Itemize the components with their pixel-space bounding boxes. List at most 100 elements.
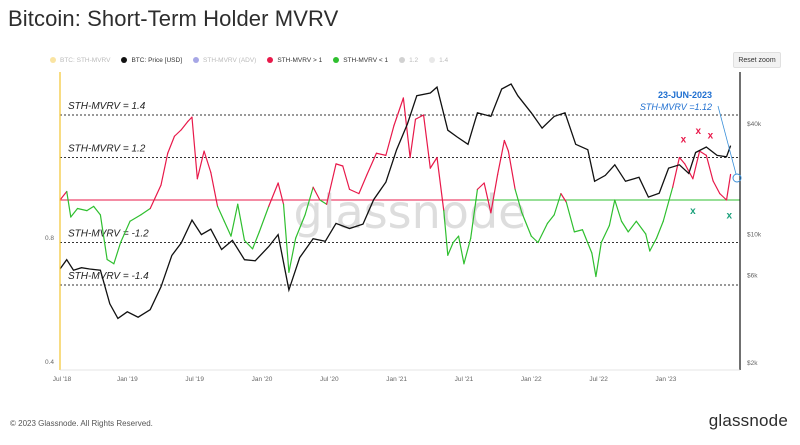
x-tick-label: Jan '20 [252, 376, 273, 383]
footer-logo[interactable]: glassnode [708, 411, 788, 430]
mvrv-segment [326, 163, 337, 205]
mvrv-segment [600, 224, 610, 244]
mvrv-segment [258, 205, 270, 233]
mvrv-segment [358, 173, 368, 195]
mvrv-segment [719, 193, 728, 201]
mvrv-segment [342, 165, 351, 190]
mvrv-segment [429, 156, 438, 169]
mvrv-segment [608, 199, 616, 227]
legend-item[interactable]: BTC: STH-MVRV [50, 57, 110, 64]
annotation-circle [732, 173, 742, 183]
mvrv-segment [282, 203, 290, 273]
mvrv-segment [113, 241, 122, 265]
reference-line-label: STH-MVRV = 1.4 [68, 101, 146, 112]
mvrv-segment [216, 205, 225, 222]
mvrv-segment [160, 152, 169, 186]
mvrv-segment [230, 203, 239, 237]
right-axis-label: $10k [747, 232, 762, 239]
reset-zoom-button[interactable]: Reset zoom [733, 52, 781, 68]
mvrv-segment [149, 184, 162, 210]
mvrv-segment [573, 229, 584, 233]
mvrv-segment [483, 182, 492, 214]
reference-line-label: STH-MVRV = 1.2 [68, 144, 146, 155]
legend-dot-icon [267, 57, 274, 63]
mvrv-segment [678, 156, 686, 165]
legend-item[interactable]: STH-MVRV (ADV) [193, 57, 256, 64]
mvrv-segment [521, 212, 532, 237]
legend-label: STH-MVRV > 1 [277, 56, 323, 64]
mvrv-segment [385, 125, 395, 156]
mvrv-segment [627, 220, 637, 233]
x-tick-label: Jan '22 [521, 376, 542, 383]
mvrv-segment [443, 210, 449, 256]
right-axis-label: $40k [747, 121, 762, 128]
mvrv-segment [490, 173, 499, 214]
legend-dot-icon [121, 57, 128, 63]
mvrv-segment [99, 214, 108, 261]
mvrv-segment [463, 237, 472, 265]
mvrv-segment [645, 233, 651, 252]
mvrv-segment [620, 220, 629, 233]
axes: Jul '18 Jan '19 Jul '19 Jan '20 Jul '20 Jan '… [45, 72, 762, 383]
sth-mvrv-series [59, 97, 732, 278]
btc-price-line [59, 83, 732, 320]
mvrv-segment [692, 150, 701, 180]
left-axis-label: 0.8 [45, 235, 54, 242]
legend-item[interactable]: 1.2 [399, 57, 418, 64]
mvrv-segment [672, 156, 681, 188]
mvrv-segment [414, 114, 425, 120]
mvrv-segment [129, 214, 142, 222]
mvrv-segment [196, 150, 205, 180]
legend-label: STH-MVRV (ADV) [203, 56, 257, 64]
legend-dot-icon [50, 57, 56, 63]
mvrv-segment [106, 258, 115, 265]
mvrv-segment [251, 231, 260, 250]
mvrv-segment [173, 129, 182, 137]
mvrv-segment [476, 182, 485, 190]
mvrv-segment [335, 163, 344, 167]
signal-markers: xx xx x [681, 126, 733, 221]
mvrv-segment [546, 214, 555, 224]
mvrv-segment [560, 193, 567, 203]
legend-item[interactable]: BTC: Price [USD] [121, 57, 182, 64]
legend-label: BTC: Price [USD] [131, 56, 183, 64]
mvrv-segment [422, 114, 431, 169]
sell-marker: x [695, 126, 701, 137]
legend-dot-icon [333, 57, 340, 63]
legend-item[interactable]: STH-MVRV < 1 [333, 57, 388, 64]
reference-lines: STH-MVRV = 1.4 STH-MVRV = 1.2 STH-MVRV = -… [60, 101, 740, 286]
x-tick-label: Jan '23 [656, 376, 677, 383]
reference-line-label: STH-MVRV = -1.2 [68, 229, 149, 240]
mvrv-segment [167, 135, 176, 154]
mvrv-segment [503, 139, 509, 152]
x-tick-label: Jan '21 [386, 376, 407, 383]
sell-marker: x [681, 135, 687, 146]
mvrv-segment [223, 220, 232, 237]
mvrv-segment [530, 235, 539, 244]
legend-item[interactable]: STH-MVRV > 1 [267, 57, 322, 64]
legend-label: BTC: STH-MVRV [60, 56, 111, 64]
mvrv-segment [304, 186, 314, 216]
legend-label: 1.4 [439, 56, 449, 64]
mvrv-segment [66, 190, 72, 218]
x-tick-label: Jul '21 [455, 376, 474, 383]
mvrv-segment [180, 120, 189, 131]
mvrv-segment [393, 97, 404, 127]
mvrv-segment [537, 222, 549, 244]
mvrv-segment [649, 237, 658, 252]
mvrv-segment [497, 139, 505, 176]
mvrv-segment [191, 116, 198, 180]
mvrv-segment [243, 239, 254, 250]
mvrv-segment [457, 235, 465, 265]
legend-item[interactable]: 1.4 [429, 57, 448, 64]
footer-copyright: © 2023 Glassnode. All Rights Reserved. [10, 419, 153, 428]
mvrv-segment [662, 186, 674, 222]
mvrv-segment [452, 235, 460, 244]
x-tick-label: Jul '18 [53, 376, 72, 383]
mvrv-segment [591, 252, 597, 278]
x-tick-label: Jul '19 [185, 376, 204, 383]
mvrv-segment [319, 199, 328, 205]
mvrv-segment [288, 237, 297, 273]
right-axis-label: $2k [747, 360, 758, 367]
